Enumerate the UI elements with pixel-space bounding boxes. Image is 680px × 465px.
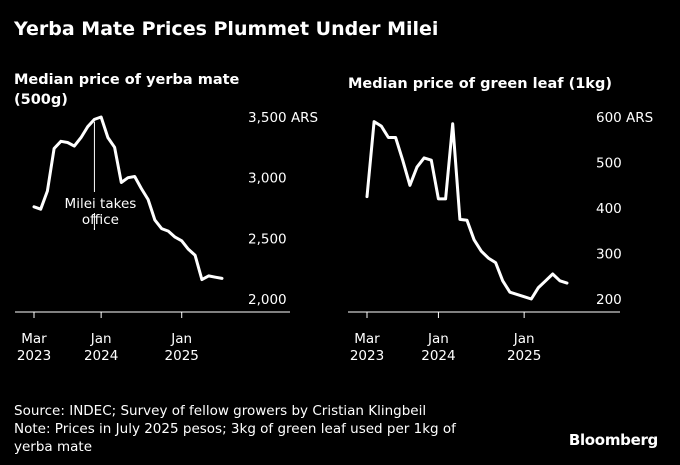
price-note-continued: yerba mate [14,439,93,455]
y-tick-label: 400 [596,201,622,217]
y-tick-label: 3,500 ARS [248,110,318,126]
x-tick-label-month: Jan [90,331,112,347]
annotation-background [54,192,137,228]
y-tick-label: 300 [596,247,622,263]
x-tick-label-month: Mar [21,331,47,347]
price-series-line [32,115,224,282]
right-chart-title: Median price of green leaf (1kg) [348,74,668,94]
footer: Source: INDEC; Survey of fellow growers … [14,402,456,456]
y-tick-label: 600 ARS [596,110,653,126]
annotation-label: Milei takes [65,196,137,212]
y-tick-label: 200 [596,292,622,308]
right-chart-title-line: Median price of green leaf (1kg) [348,76,612,92]
x-tick-label-month: Jan [427,331,449,347]
x-tick-label-year: 2024 [84,348,118,364]
x-tick-label-year: 2025 [507,348,541,364]
left-chart-title-line: Median price of yerba mate [14,72,240,88]
y-tick-label: 2,000 [248,292,287,308]
x-tick-label-month: Mar [354,331,380,347]
bloomberg-logo: Bloomberg [568,431,658,449]
left-chart-title: Median price of yerba mate (500g) [14,70,264,110]
y-tick-label: 500 [596,156,622,172]
x-tick-label-year: 2023 [17,348,51,364]
x-tick-label-month: Jan [513,331,535,347]
x-tick-label-month: Jan [170,331,192,347]
left-chart-title-line: (500g) [14,92,68,108]
y-tick-label: 2,500 [248,231,287,247]
x-tick-label-year: 2025 [165,348,199,364]
y-tick-label: 3,000 [248,171,287,187]
annotation-label: office [82,212,119,228]
price-series-line [365,120,569,301]
price-note: Note: Prices in July 2025 pesos; 3kg of … [14,421,456,437]
chart-title: Yerba Mate Prices Plummet Under Milei [14,18,439,40]
x-tick-label-year: 2024 [421,348,455,364]
source-note: Source: INDEC; Survey of fellow growers … [14,403,427,419]
x-tick-label-year: 2023 [350,348,384,364]
